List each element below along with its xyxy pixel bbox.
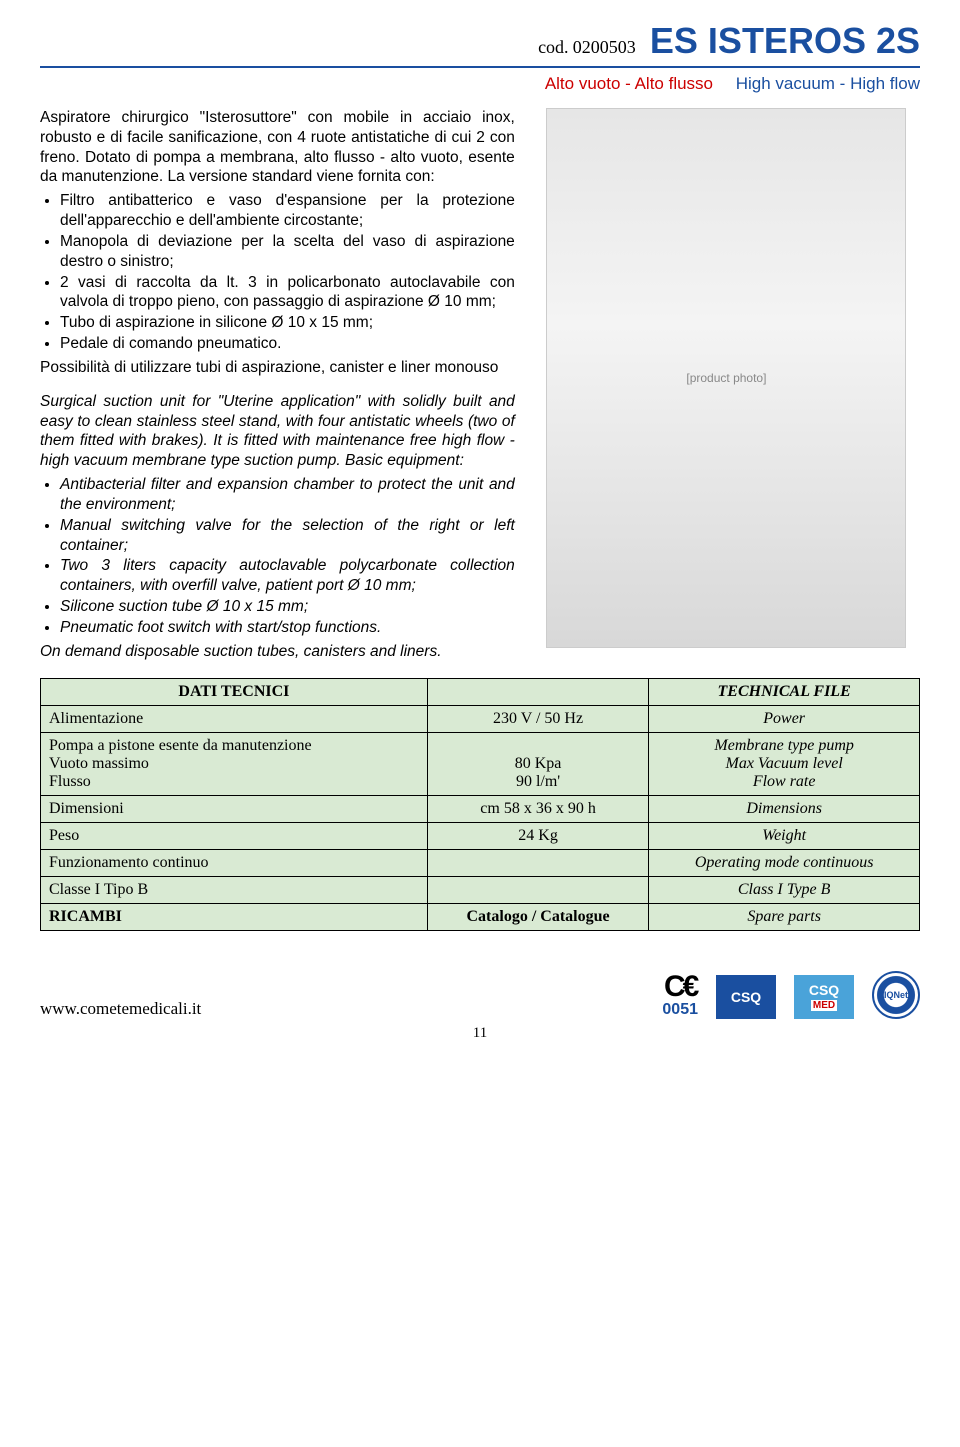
list-item: Antibacterial filter and expansion chamb… [60, 475, 515, 515]
list-item: 2 vasi di raccolta da lt. 3 in policarbo… [60, 273, 515, 313]
cell-left: Funzionamento continuo [41, 849, 428, 876]
header-rule [40, 66, 920, 68]
cell-center: 80 Kpa 90 l/m' [427, 732, 649, 795]
certification-badges: C€ 0051 CSQ CSQ MED IQNet [662, 971, 920, 1019]
cell-center [427, 876, 649, 903]
cell-right: Weight [649, 822, 920, 849]
subtitle-en: High vacuum - High flow [736, 74, 920, 93]
ce-number: 0051 [662, 1001, 698, 1019]
table-row: Peso 24 Kg Weight [41, 822, 920, 849]
header-left: DATI TECNICI [41, 678, 428, 705]
list-item: Pedale di comando pneumatico. [60, 334, 515, 354]
cell-center: 24 Kg [427, 822, 649, 849]
med-label: MED [811, 1000, 837, 1011]
en-outro: On demand disposable suction tubes, cani… [40, 642, 515, 662]
list-item: Filtro antibatterico e vaso d'espansione… [60, 191, 515, 231]
table-row: Pompa a pistone esente da manutenzione V… [41, 732, 920, 795]
cod-label: cod. [538, 37, 569, 57]
it-intro: Aspiratore chirurgico "Isterosuttore" co… [40, 108, 515, 187]
list-item: Pneumatic foot switch with start/stop fu… [60, 618, 515, 638]
header-right: TECHNICAL FILE [649, 678, 920, 705]
subtitle-row: Alto vuoto - Alto flusso High vacuum - H… [40, 74, 920, 94]
csq-label: CSQ [731, 989, 761, 1005]
table-row: RICAMBI Catalogo / Catalogue Spare parts [41, 903, 920, 930]
table-header-row: DATI TECNICI TECHNICAL FILE [41, 678, 920, 705]
cell-left: Pompa a pistone esente da manutenzione V… [41, 732, 428, 795]
en-bullet-list: Antibacterial filter and expansion chamb… [40, 475, 515, 638]
list-item: Manual switching valve for the selection… [60, 516, 515, 556]
cell-right: Power [649, 705, 920, 732]
cell-center: Catalogo / Catalogue [427, 903, 649, 930]
cell-right: Dimensions [649, 795, 920, 822]
subtitle-it: Alto vuoto - Alto flusso [545, 74, 713, 93]
right-column: [product photo] [533, 108, 920, 662]
table-row: Alimentazione 230 V / 50 Hz Power [41, 705, 920, 732]
en-intro: Surgical suction unit for "Uterine appli… [40, 392, 515, 471]
cell-center: 230 V / 50 Hz [427, 705, 649, 732]
table-row: Dimensioni cm 58 x 36 x 90 h Dimensions [41, 795, 920, 822]
left-column: Aspiratore chirurgico "Isterosuttore" co… [40, 108, 515, 662]
footer-url: www.cometemedicali.it [40, 999, 201, 1019]
table-row: Funzionamento continuo Operating mode co… [41, 849, 920, 876]
footer: www.cometemedicali.it C€ 0051 CSQ CSQ ME… [40, 971, 920, 1019]
csq-med-badge: CSQ MED [794, 975, 854, 1019]
cell-right: Membrane type pump Max Vacuum level Flow… [649, 732, 920, 795]
cell-right: Operating mode continuous [649, 849, 920, 876]
list-item: Tubo di aspirazione in silicone Ø 10 x 1… [60, 313, 515, 333]
cell-center: cm 58 x 36 x 90 h [427, 795, 649, 822]
product-title: ES ISTEROS 2S [650, 20, 920, 61]
main-columns: Aspiratore chirurgico "Isterosuttore" co… [40, 108, 920, 662]
cell-left: RICAMBI [41, 903, 428, 930]
ce-mark: C€ 0051 [662, 975, 698, 1019]
csq-label: CSQ [809, 982, 839, 998]
cell-left: Peso [41, 822, 428, 849]
technical-table: DATI TECNICI TECHNICAL FILE Alimentazion… [40, 678, 920, 931]
page-number: 11 [40, 1025, 920, 1042]
header-row: cod. 0200503 ES ISTEROS 2S [40, 20, 920, 62]
list-item: Two 3 liters capacity autoclavable polyc… [60, 556, 515, 596]
it-bullet-list: Filtro antibatterico e vaso d'espansione… [40, 191, 515, 354]
ce-icon: C€ [664, 975, 696, 999]
csq-badge: CSQ [716, 975, 776, 1019]
english-block: Surgical suction unit for "Uterine appli… [40, 392, 515, 662]
cell-center [427, 849, 649, 876]
iqnet-badge: IQNet [872, 971, 920, 1019]
it-outro: Possibilità di utilizzare tubi di aspira… [40, 358, 515, 378]
cell-right: Class I Type B [649, 876, 920, 903]
cod-value: 0200503 [573, 37, 636, 57]
table-row: Classe I Tipo B Class I Type B [41, 876, 920, 903]
list-item: Manopola di deviazione per la scelta del… [60, 232, 515, 272]
list-item: Silicone suction tube Ø 10 x 15 mm; [60, 597, 515, 617]
product-photo: [product photo] [546, 108, 906, 648]
cell-left: Dimensioni [41, 795, 428, 822]
cell-right: Spare parts [649, 903, 920, 930]
header-center [427, 678, 649, 705]
cell-left: Alimentazione [41, 705, 428, 732]
cell-left: Classe I Tipo B [41, 876, 428, 903]
